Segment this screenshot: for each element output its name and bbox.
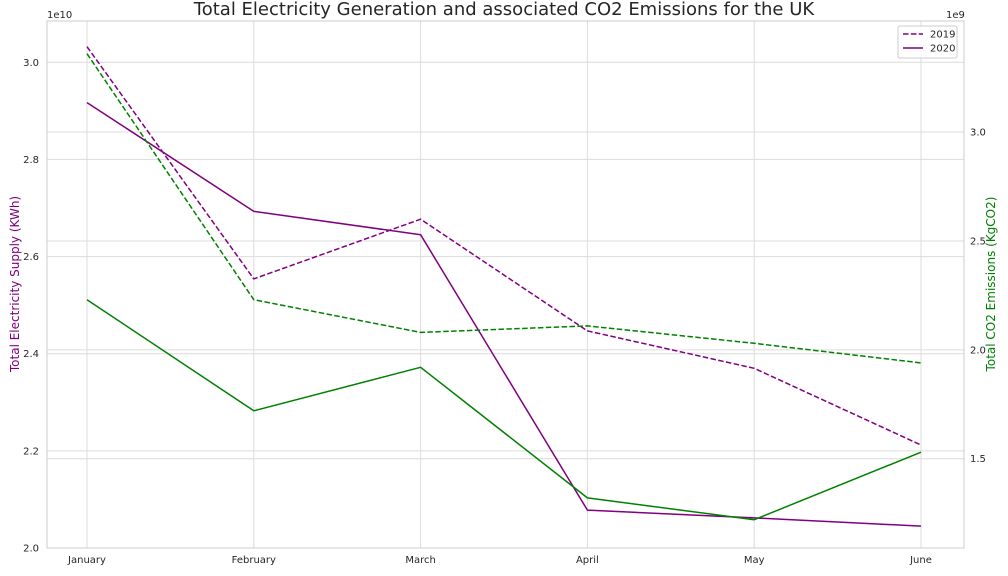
plot-frame	[46, 20, 965, 549]
legend: 2019 2020	[897, 25, 958, 59]
right-axis-offset-text: 1e9	[946, 10, 965, 21]
series-line-left-dashed-0	[86, 46, 922, 446]
y-left-tick-label: 2.4	[23, 349, 39, 360]
y-right-tick-label: 2.5	[970, 236, 986, 247]
y-left-tick-label: 2.6	[23, 252, 39, 263]
series-line-left-solid-1	[86, 101, 922, 527]
y-right-tick-label: 3.0	[970, 128, 986, 139]
x-tick-label: May	[744, 555, 765, 566]
left-axis-offset-text: 1e10	[47, 10, 72, 21]
y-left-tick-label: 2.8	[23, 155, 39, 166]
series-lines	[86, 46, 922, 527]
legend-label: 2020	[930, 44, 955, 55]
axes: January February March April May June 2.0 2.2 2.…	[23, 58, 986, 566]
series-line-right-solid-3	[86, 299, 922, 521]
legend-label: 2019	[930, 30, 955, 41]
grid-lines	[47, 21, 964, 549]
x-tick-label: April	[576, 555, 599, 566]
y-axis-right-label: Total CO2 Emissions (KgCO2)	[984, 197, 998, 373]
y-right-tick-label: 1.5	[970, 454, 986, 465]
y-left-tick-label: 3.0	[23, 58, 39, 69]
x-tick-label: March	[405, 555, 435, 566]
chart-title: Total Electricity Generation and associa…	[193, 0, 816, 20]
y-right-tick-label: 2.0	[970, 345, 986, 356]
series-line-right-dashed-2	[86, 53, 922, 364]
x-tick-label: February	[232, 555, 276, 566]
y-left-tick-label: 2.0	[23, 544, 39, 555]
y-left-tick-label: 2.2	[23, 446, 39, 457]
y-axis-left-label: Total Electricity Supply (KWh)	[8, 196, 22, 373]
x-tick-label: June	[909, 555, 932, 566]
x-tick-label: January	[67, 555, 106, 566]
